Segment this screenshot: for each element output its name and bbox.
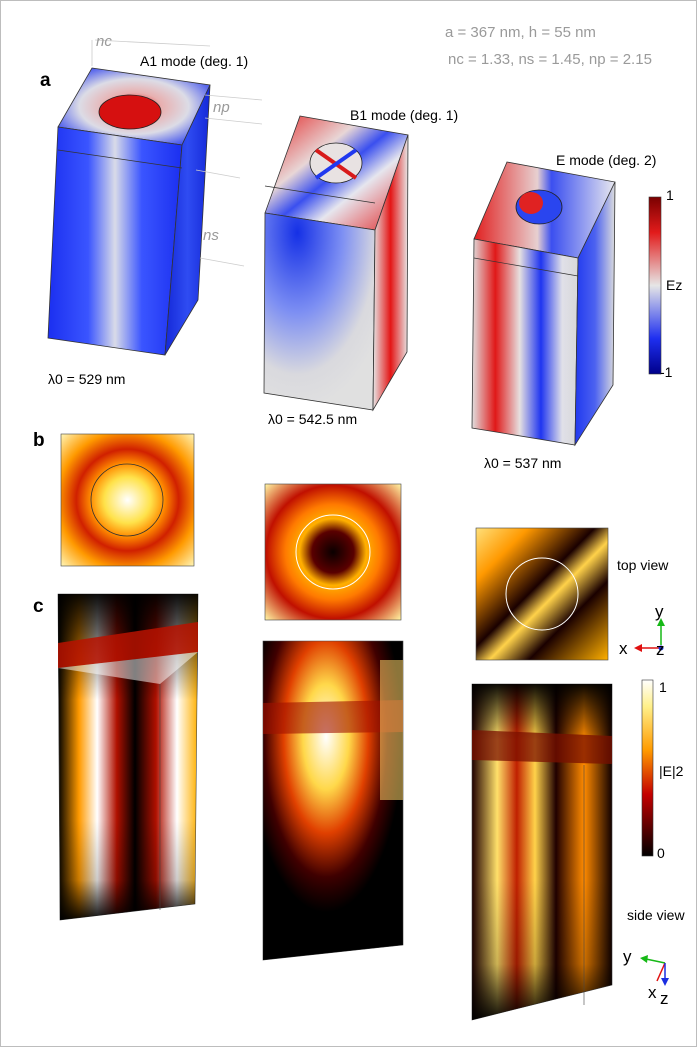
ez-box-b1-layer-line [264, 185, 376, 204]
axes-top-y-label: y [655, 602, 664, 621]
panel-label-b: b [33, 430, 45, 451]
side-view-e-bottom-fade [472, 880, 612, 1020]
side-view-a1 [57, 593, 199, 921]
side-view-b1 [262, 640, 404, 961]
top-view-e-field [475, 527, 609, 661]
mode-title-e: E mode (deg. 2) [556, 152, 656, 168]
np-leader-line-2 [204, 117, 263, 125]
ez-box-a1-side [164, 84, 211, 356]
axes-top-z-dot [658, 645, 664, 651]
panel-label-c: c [33, 596, 44, 617]
wavelength-a1: λ0 = 529 nm [48, 371, 125, 387]
e2-colorbar-label: |E|2 [659, 763, 684, 779]
side-view-a1-bottom-fade [60, 820, 195, 920]
side-view-b1-bottom-fade [263, 870, 403, 960]
axes-side-z-label: z [660, 989, 669, 1008]
top-view-a1 [60, 433, 195, 567]
axes-side: y x z [623, 947, 669, 1008]
ns-leader-line-2 [195, 169, 241, 179]
ez-colorbar-label: Ez [666, 277, 682, 293]
top-view-b1-field [264, 483, 402, 621]
label-ns: ns [203, 227, 219, 244]
side-view-e [471, 683, 613, 1021]
ez-box-e-side [574, 181, 616, 447]
top-view-label: top view [617, 557, 669, 573]
top-view-e-disk [505, 557, 579, 631]
panel-label-a: a [40, 70, 51, 91]
ez-box-a1-front [47, 126, 183, 356]
mode-title-a1: A1 mode (deg. 1) [140, 53, 248, 69]
axes-side-x-arrow [656, 962, 666, 982]
ez-box-e-disk-lobe [519, 192, 543, 214]
axes-top-z-label: z [656, 640, 665, 659]
axes-side-x-label: x [648, 983, 657, 1002]
label-np: np [213, 99, 230, 116]
top-view-a1-disk [90, 463, 164, 537]
ez-colorbar-max: 1 [666, 187, 674, 203]
axes-side-y-label: y [623, 947, 632, 966]
side-view-e-top-fade [472, 684, 612, 740]
side-view-label: side view [627, 907, 685, 923]
top-view-a1-field [60, 433, 195, 567]
top-view-e [475, 527, 609, 661]
ez-box-a1-disk [98, 94, 162, 130]
axes-side-y-head [640, 955, 648, 963]
axes-top: y x z [619, 602, 665, 659]
axes-top-x-head [634, 644, 642, 652]
ez-box-a1-layer-line [57, 149, 183, 169]
side-view-e-layer [472, 730, 612, 764]
nc-leader-line [94, 39, 211, 47]
side-view-a1-layer [58, 622, 198, 668]
ez-box-b1-disk-lobe-2 [314, 148, 358, 180]
ez-box-e-layer-line [473, 257, 579, 277]
wavelength-e: λ0 = 537 nm [484, 455, 561, 471]
ez-box-b1 [263, 115, 409, 412]
ez-colorbar-min: -1 [660, 364, 673, 380]
params-line-1: a = 367 nm, h = 55 nm [445, 24, 596, 41]
ns-leader-line [199, 257, 245, 267]
ez-box-b1-side [372, 134, 409, 412]
e2-colorbar [641, 679, 654, 857]
ez-box-b1-front [263, 212, 376, 411]
ez-box-e [471, 161, 616, 447]
e2-colorbar-max: 1 [659, 679, 667, 695]
ez-box-a1 [47, 67, 211, 356]
ez-colorbar [648, 196, 662, 375]
axes-side-y-arrow [645, 958, 666, 964]
mode-title-b1: B1 mode (deg. 1) [350, 107, 458, 123]
top-view-b1 [264, 483, 402, 621]
label-nc: nc [96, 33, 112, 50]
side-view-a1-substrate-top [58, 652, 198, 684]
side-view-b1-layer [263, 700, 403, 734]
top-view-b1-disk [295, 514, 371, 590]
params-line-2: nc = 1.33, ns = 1.45, np = 2.15 [448, 51, 652, 68]
np-leader-line [204, 94, 263, 101]
ez-box-e-front [471, 238, 579, 446]
wavelength-b1: λ0 = 542.5 nm [268, 411, 357, 427]
axes-side-z-head [661, 978, 669, 986]
e2-colorbar-min: 0 [657, 845, 665, 861]
side-view-b1-side-lobe [380, 660, 403, 800]
axes-top-x-label: x [619, 639, 628, 658]
axes-top-y-head [657, 618, 665, 626]
